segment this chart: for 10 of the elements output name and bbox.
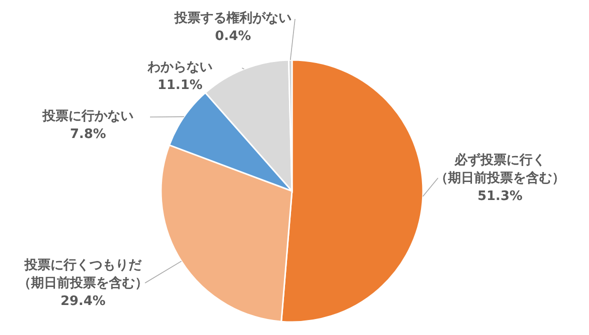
slice-label: 必ず投票に行く（期日前投票を含む） [435,152,565,186]
slice-label: 投票に行くつもりだ（期日前投票を含む） [18,258,148,291]
data-label: 51.3% [477,189,523,204]
slice-label: わからない [146,60,212,75]
data-label: 0.4% [214,29,252,44]
slice-label: 投票する権利がない [174,10,292,26]
data-label: 11.1% [157,78,203,93]
data-label: 7.8% [70,127,106,142]
data-label: 29.4% [60,294,106,309]
slice-label: 投票に行かない [42,109,134,124]
